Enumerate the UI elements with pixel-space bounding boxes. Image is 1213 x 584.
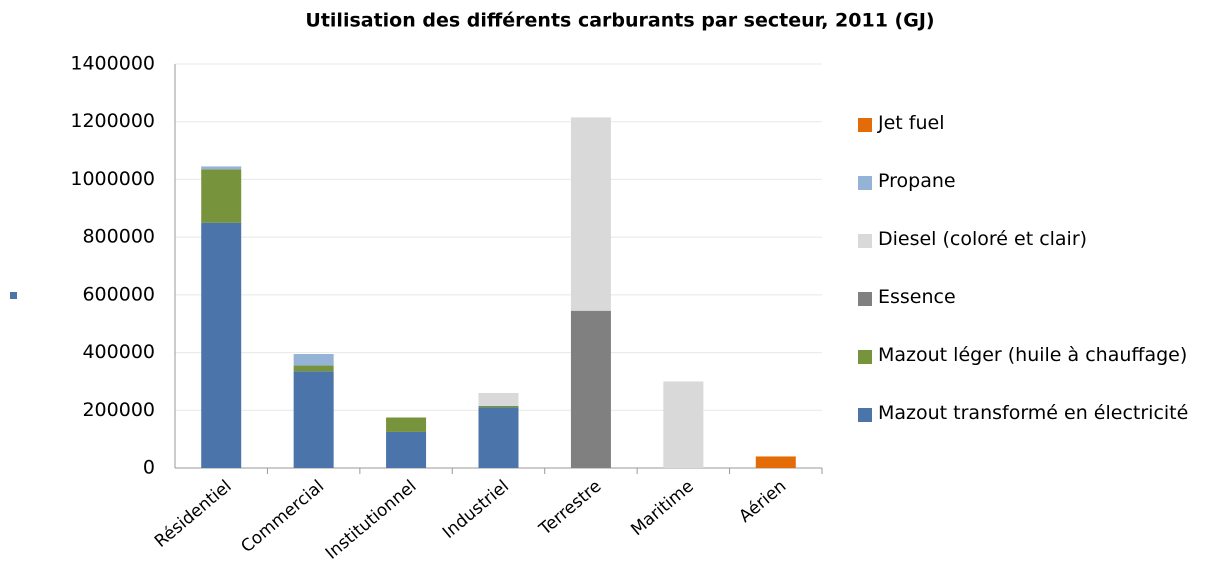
legend-swatch (858, 118, 872, 132)
legend: Jet fuel Propane Diesel (coloré et clair) E… (858, 112, 1203, 460)
legend-swatch (858, 350, 872, 364)
stray-marker (10, 292, 17, 299)
bar-segment (201, 222, 242, 468)
bar-segment (570, 310, 611, 468)
y-tick-label: 800000 (82, 226, 155, 248)
bar-segment (201, 169, 242, 223)
legend-item: Mazout léger (huile à chauffage) (858, 344, 1203, 402)
y-tick-label: 200000 (82, 399, 155, 421)
bar-segment (293, 354, 334, 366)
bar-segment (570, 117, 611, 311)
legend-swatch (858, 176, 872, 190)
bar-segment (293, 371, 334, 468)
bar-segment (386, 417, 427, 432)
bar-segment (478, 407, 519, 468)
bar-segment (663, 381, 704, 468)
legend-swatch (858, 408, 872, 422)
y-tick-label: 1200000 (70, 110, 155, 132)
legend-label: Jet fuel (878, 112, 945, 134)
bar-segment (755, 456, 796, 468)
x-tick-label: Institutionnel (322, 476, 421, 563)
bar-segment (293, 365, 334, 372)
legend-item: Mazout transformé en électricité (858, 402, 1203, 460)
x-tick-label: Aérien (735, 476, 790, 527)
y-tick-label: 1400000 (70, 53, 155, 75)
bar-segment (386, 431, 427, 468)
legend-label: Propane (878, 170, 956, 192)
y-tick-label: 1000000 (70, 168, 155, 190)
legend-swatch (858, 292, 872, 306)
legend-item: Jet fuel (858, 112, 1203, 170)
y-tick-label: 0 (143, 457, 155, 479)
x-tick-label: Terrestre (535, 476, 606, 540)
bar-segment (201, 166, 242, 170)
legend-label: Mazout transformé en électricité (878, 402, 1189, 424)
y-tick-label: 600000 (82, 283, 155, 305)
bar-segment (478, 392, 519, 406)
legend-item: Propane (858, 170, 1203, 228)
x-tick-label: Résidentiel (151, 476, 236, 552)
x-tick-label: Commercial (237, 476, 328, 557)
legend-swatch (858, 234, 872, 248)
legend-label: Mazout léger (huile à chauffage) (878, 344, 1188, 366)
legend-item: Diesel (coloré et clair) (858, 228, 1203, 286)
x-tick-label: Maritime (627, 476, 697, 540)
legend-label: Diesel (coloré et clair) (878, 228, 1088, 250)
y-tick-label: 400000 (82, 341, 155, 363)
legend-label: Essence (878, 286, 956, 308)
x-tick-label: Industriel (439, 476, 513, 543)
legend-item: Essence (858, 286, 1203, 344)
chart-title: Utilisation des différents carburants pa… (305, 10, 934, 32)
bar-segment (478, 405, 519, 408)
